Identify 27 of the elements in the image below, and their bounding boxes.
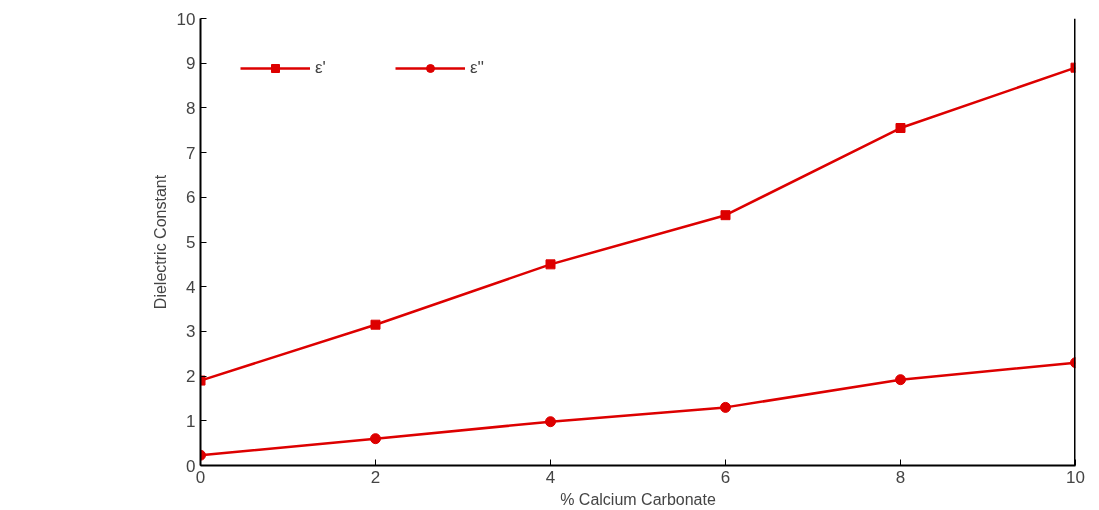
y-tick-label: 6 xyxy=(186,188,196,208)
y-tick-label: 8 xyxy=(186,98,196,118)
y-tick-label: 1 xyxy=(186,411,196,431)
y-tick-label: 2 xyxy=(186,367,196,387)
point xyxy=(545,416,556,428)
x-tick-label: 4 xyxy=(545,467,556,487)
point xyxy=(720,210,731,221)
point xyxy=(545,259,556,270)
x-tick-label: 10 xyxy=(1066,467,1085,487)
legend-label: ε'' xyxy=(470,58,486,78)
y-tick-label: 5 xyxy=(186,233,196,252)
y-tick-label: 10 xyxy=(176,9,196,29)
point xyxy=(895,123,906,134)
x-tick-label: 2 xyxy=(370,467,381,487)
legend-label: ε' xyxy=(315,58,327,78)
y-tick-label: 9 xyxy=(186,54,196,74)
point xyxy=(720,401,731,413)
x-tick-label: 8 xyxy=(895,467,906,487)
y-axis-title: Dielectric Constant xyxy=(151,174,169,310)
y-tick-label: 4 xyxy=(186,277,196,297)
point xyxy=(895,374,906,386)
y-tick-label: 7 xyxy=(186,143,196,163)
point xyxy=(370,433,381,445)
x-axis-title: % Calcium Carbonate xyxy=(560,490,716,508)
x-tick-label: 6 xyxy=(720,467,731,487)
point xyxy=(370,319,381,330)
y-tick-label: 3 xyxy=(186,322,196,342)
